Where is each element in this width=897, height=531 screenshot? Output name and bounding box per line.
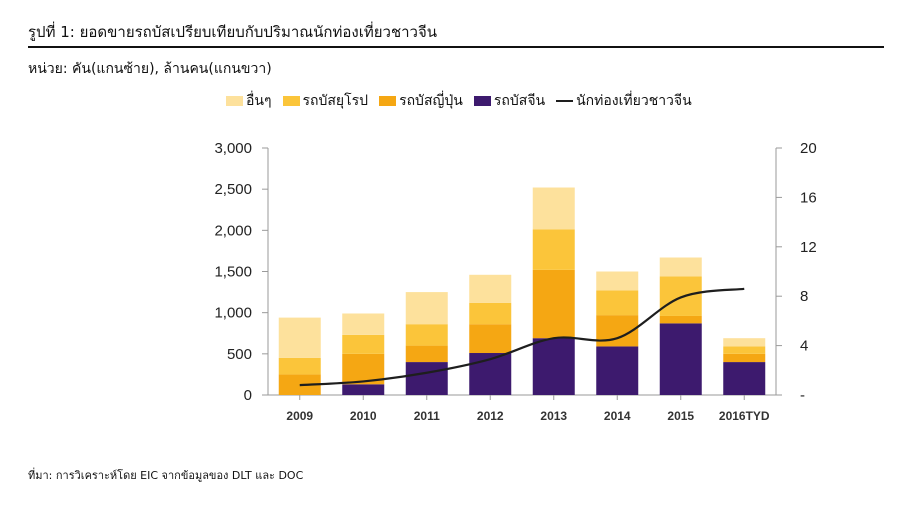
x-tick-label: 2010	[350, 409, 377, 423]
right-tick-label: 20	[800, 140, 817, 157]
bar-segment	[723, 346, 766, 354]
bar-segment	[659, 276, 702, 316]
x-tick-label: 2015	[667, 409, 694, 423]
bar-segment	[596, 290, 639, 316]
title-divider	[28, 46, 884, 48]
bar-segment	[469, 302, 512, 325]
legend-swatch-others	[226, 96, 243, 106]
left-tick-label: 1,500	[214, 264, 252, 281]
bar-segment	[532, 269, 575, 339]
legend-label-china: รถบัสจีน	[493, 93, 546, 109]
bar-segment	[723, 338, 766, 347]
bar-segment	[342, 384, 385, 395]
bar-segment	[532, 187, 575, 230]
legend-swatch-europe	[282, 96, 300, 106]
units-note: หน่วย: คัน(แกนซ้าย), ล้านคน(แกนขวา)	[28, 61, 272, 77]
bar-segment	[342, 313, 385, 335]
x-tick-label: 2016TYD	[719, 409, 770, 423]
bar-segment	[532, 229, 575, 270]
bar-segment	[723, 353, 766, 363]
left-tick-label: 0	[244, 387, 252, 404]
legend-item-japan: รถบัสญี่ปุ่น	[379, 90, 463, 112]
source-note: ที่มา: การวิเคราะห์โดย EIC จากข้อมูลของ …	[28, 469, 304, 482]
legend-item-tourists: นักท่องเที่ยวชาวจีน	[556, 90, 692, 112]
bar-segment	[659, 323, 702, 395]
chart-legend: อื่นๆ รถบัสยุโรป รถบัสญี่ปุ่น รถบัสจีน น…	[226, 90, 692, 112]
x-tick-label: 2012	[477, 409, 504, 423]
bar-segment	[723, 362, 766, 395]
legend-label-japan: รถบัสญี่ปุ่น	[399, 93, 463, 109]
right-tick-label: -	[800, 387, 805, 404]
left-tick-label: 1,000	[214, 305, 252, 322]
x-tick-label: 2011	[414, 409, 440, 423]
right-tick-label: 8	[800, 288, 808, 305]
bar-segment	[342, 334, 385, 354]
left-tick-label: 500	[227, 346, 252, 363]
bar-segment	[659, 315, 702, 324]
right-tick-label: 16	[800, 189, 817, 206]
left-tick-label: 3,000	[214, 140, 252, 157]
bar-segment	[596, 271, 639, 291]
bar-segment	[405, 362, 448, 395]
bar-segment	[278, 317, 321, 358]
legend-item-europe: รถบัสยุโรป	[282, 90, 369, 112]
x-tick-label: 2009	[286, 409, 313, 423]
bar-segment	[596, 346, 639, 395]
legend-label-others: อื่นๆ	[246, 93, 272, 109]
legend-label-europe: รถบัสยุโรป	[302, 93, 369, 109]
bar-segment	[405, 324, 448, 346]
legend-swatch-china	[473, 96, 491, 106]
x-tick-label: 2014	[604, 409, 631, 423]
bar-segment	[405, 292, 448, 325]
tourist-line	[299, 287, 745, 387]
right-tick-label: 12	[800, 239, 817, 256]
bar-segment	[278, 357, 321, 375]
left-tick-label: 2,000	[214, 222, 252, 239]
bar-segment	[469, 324, 512, 354]
bar-segment	[469, 274, 512, 303]
left-tick-label: 2,500	[214, 181, 252, 198]
legend-item-china: รถบัสจีน	[473, 90, 546, 112]
legend-label-tourists: นักท่องเที่ยวชาวจีน	[576, 93, 692, 109]
legend-swatch-japan	[379, 96, 397, 106]
figure-title: รูปที่ 1: ยอดขายรถบัสเปรียบเทียบกับปริมา…	[28, 23, 438, 41]
x-tick-label: 2013	[540, 409, 567, 423]
legend-swatch-tourists	[556, 100, 574, 102]
bar-segment	[659, 257, 702, 277]
legend-item-others: อื่นๆ	[226, 90, 272, 112]
right-tick-label: 4	[800, 338, 808, 355]
bar-segment	[405, 345, 448, 363]
bar-segment	[532, 338, 575, 395]
